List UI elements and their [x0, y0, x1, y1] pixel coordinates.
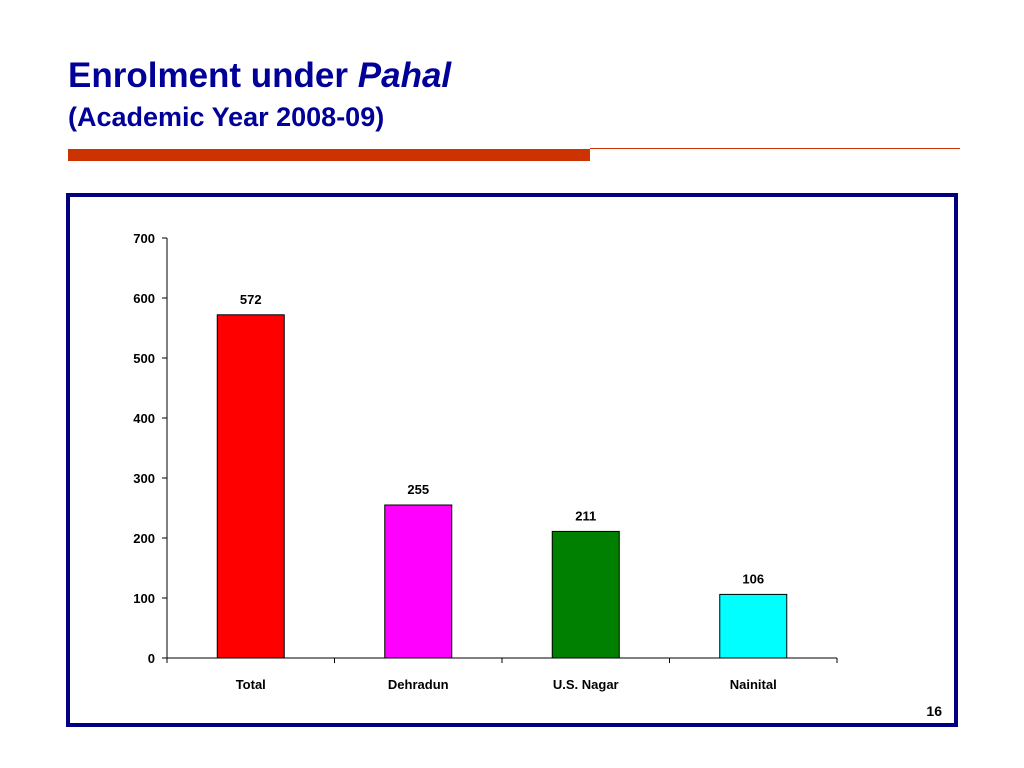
bar-chart: 0 100 200 300 400 500 600 700 572 Total 255 Dehradu… — [133, 231, 838, 692]
slide-title-emphasis: Pahal — [357, 56, 452, 95]
title-rule-thin — [590, 148, 960, 149]
y-tick-label: 200 — [133, 531, 155, 546]
data-label: 211 — [575, 508, 596, 523]
bar-dehradun — [384, 504, 453, 659]
page-number: 16 — [926, 703, 942, 719]
title-rule-thick — [68, 149, 590, 161]
y-tick-label: 100 — [133, 591, 155, 606]
slide-title-main: Enrolment under — [68, 56, 349, 95]
bar-nainital — [719, 593, 788, 659]
y-tick-label: 400 — [133, 411, 155, 426]
slide-title: Enrolment under Pahal — [68, 56, 948, 96]
data-label: 255 — [407, 482, 429, 497]
x-tick-label: Dehradun — [388, 677, 449, 692]
y-tick-label: 700 — [133, 231, 155, 246]
y-tick-label: 500 — [133, 351, 155, 366]
x-tick-label: Nainital — [730, 677, 777, 692]
slide-title-block: Enrolment under Pahal (Academic Year 200… — [68, 56, 948, 134]
y-tick-label: 300 — [133, 471, 155, 486]
y-tick-label: 600 — [133, 291, 155, 306]
x-tick-label: Total — [236, 677, 266, 692]
chart-frame: 0 100 200 300 400 500 600 700 572 Total 255 Dehradu… — [66, 193, 958, 727]
bar-total — [216, 314, 285, 659]
data-label: 572 — [240, 292, 262, 307]
y-tick-label: 0 — [148, 651, 155, 666]
slide-subtitle: (Academic Year 2008-09) — [68, 102, 385, 132]
data-label: 106 — [742, 571, 764, 586]
bar-u-s-nagar — [551, 530, 620, 659]
x-tick-label: U.S. Nagar — [553, 677, 619, 692]
